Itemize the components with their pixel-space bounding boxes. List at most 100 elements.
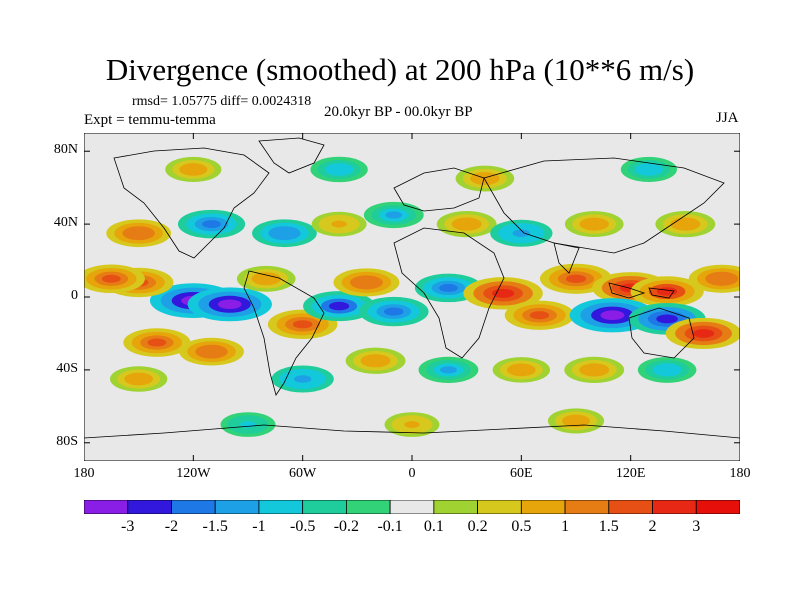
coast-indonesia (608, 282, 675, 299)
colorbar-label: -1.5 (202, 518, 228, 535)
colorbar-swatch (127, 500, 172, 514)
field-blob-5-3 (292, 320, 313, 329)
x-tick-label: 180 (729, 466, 751, 481)
colorbar-label: 0.2 (467, 518, 488, 535)
x-tick-label: 120E (615, 466, 646, 481)
colorbar-swatch (171, 500, 216, 514)
x-tick-label: 60W (289, 466, 317, 481)
colorbar (84, 500, 740, 514)
field-blob-15-3 (600, 310, 625, 321)
field-blob-4-3 (258, 275, 275, 283)
field-blob-7-3 (357, 278, 376, 287)
colorbar-swatch (652, 500, 697, 514)
y-tick-label: 80N (53, 142, 78, 158)
colorbar-label: -3 (121, 518, 135, 535)
season-label: JJA (716, 110, 739, 126)
field-blob-33-3 (458, 220, 476, 228)
divergence-field (84, 156, 740, 437)
colorbar-swatch (84, 500, 129, 514)
field-blob-28-3 (129, 229, 148, 238)
colorbar-label: -0.2 (333, 518, 360, 535)
colorbar-label: -1 (252, 518, 266, 535)
field-blob-6-3 (329, 301, 350, 311)
y-axis-labels: 80N 40N 0 40S 80S (0, 0, 84, 600)
coastlines (84, 137, 740, 439)
colorbar-label: 2 (648, 518, 657, 535)
field-blob-19-3 (147, 338, 167, 347)
field-blob-40-3 (641, 165, 657, 173)
field-blob-38-3 (331, 165, 348, 174)
field-blob-24-3 (440, 366, 457, 374)
field-blob-21-3 (130, 375, 147, 383)
field-blob-22-3 (293, 375, 312, 383)
field-blob-14-3 (656, 287, 678, 296)
coast-india (553, 242, 580, 274)
colorbar-label: 1 (561, 518, 570, 535)
colorbar-swatch (389, 500, 435, 514)
field-blob-29-3 (202, 220, 221, 229)
coast-north-america (113, 147, 270, 259)
field-blob-9-3 (439, 283, 458, 292)
x-tick-label: 0 (408, 466, 416, 481)
field-blob-36-3 (676, 220, 694, 228)
colorbar-label: 0.5 (511, 518, 532, 535)
chart-title: Divergence (smoothed) at 200 hPa (10**6 … (105, 52, 695, 87)
y-tick-label: 80S (56, 433, 78, 449)
field-blob-35-3 (586, 220, 603, 228)
field-blob-42-3 (568, 417, 584, 425)
field-blob-3-3 (101, 274, 121, 283)
field-blob-10-3 (491, 288, 515, 298)
axis-ticks (84, 133, 740, 461)
colorbar-swatch (345, 500, 391, 514)
coast-australia (628, 307, 695, 359)
field-blob-37-3 (185, 165, 202, 173)
colorbar-swatch (258, 500, 304, 514)
field-blob-30-3 (275, 229, 294, 238)
stats-text: rmsd= 1.05775 diff= 0.0024318 (132, 94, 312, 109)
colorbar-label: -0.5 (289, 518, 316, 535)
colorbar-swatch (477, 500, 522, 514)
field-blob-18-3 (712, 274, 732, 283)
field-blob-11-3 (529, 311, 550, 320)
coast-south-america (243, 270, 325, 396)
y-tick-label: 40S (56, 360, 78, 376)
coast-antarctica (84, 424, 740, 439)
colorbar-swatch (520, 500, 566, 514)
map-plot (84, 133, 740, 461)
x-axis-labels: 180 120W 60W 0 60E 120E 180 (0, 466, 800, 486)
coast-greenland (258, 137, 325, 174)
field-blob-34-3 (512, 229, 531, 238)
period-label: 20.0kyr BP - 00.0kyr BP (324, 104, 473, 120)
colorbar-swatch (302, 500, 347, 514)
colorbar-label: 1.5 (598, 518, 619, 535)
field-blob-20-3 (202, 347, 221, 356)
colorbar-label: 3 (692, 518, 701, 535)
y-tick-label: 40N (53, 215, 78, 231)
field-blob-25-3 (513, 366, 530, 374)
colorbar-swatch (695, 500, 740, 514)
colorbar-swatch (608, 500, 653, 514)
field-blob-27-3 (658, 366, 676, 374)
colorbar-label: -2 (164, 518, 179, 535)
y-tick-label: 0 (71, 288, 78, 303)
coast-asia (483, 157, 725, 254)
field-blob-41-3 (404, 421, 420, 429)
x-tick-label: 60E (510, 466, 533, 481)
colorbar-label: -0.1 (377, 518, 403, 535)
x-tick-label: 180 (73, 466, 95, 481)
colorbar-swatch (214, 500, 260, 514)
colorbar-label: 0.1 (423, 518, 444, 535)
field-blob-32-3 (385, 211, 403, 219)
field-blob-12-3 (565, 274, 587, 283)
field-blob-1-3 (217, 299, 242, 310)
x-tick-label: 120W (176, 466, 211, 481)
field-blob-16-3 (656, 314, 678, 324)
colorbar-labels: -3 -2 -1.5 -1 -0.5 -0.2 -0.1 0.1 0.2 0.5 1 1.5 2 3 (0, 518, 800, 540)
field-blob-23-3 (367, 357, 384, 365)
field-blob-31-3 (331, 220, 347, 228)
colorbar-swatch (433, 500, 479, 514)
field-blob-26-3 (585, 366, 603, 374)
colorbar-swatch (564, 500, 610, 514)
coast-africa (393, 227, 505, 359)
coast-europe (393, 167, 485, 212)
